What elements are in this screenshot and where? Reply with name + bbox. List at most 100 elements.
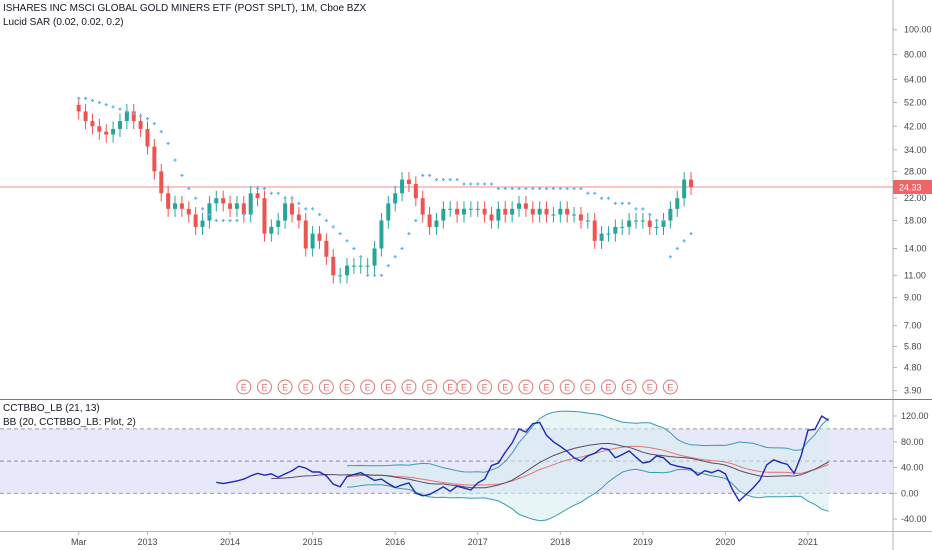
sar-point bbox=[427, 173, 432, 178]
earnings-circle bbox=[256, 379, 272, 395]
candle-body bbox=[228, 203, 233, 209]
time-tick-label: 2021 bbox=[798, 537, 818, 547]
earnings-circle bbox=[422, 379, 438, 395]
sar-point bbox=[200, 207, 205, 211]
osc-tick-label: 120.00 bbox=[901, 411, 929, 421]
candle-body bbox=[517, 203, 522, 209]
earnings-circle bbox=[456, 379, 472, 395]
candle-body bbox=[661, 220, 666, 227]
candle-body bbox=[496, 208, 501, 221]
candle-body bbox=[599, 233, 604, 241]
sar-point bbox=[311, 207, 315, 211]
price-tick-label: 28.00 bbox=[904, 166, 927, 176]
earnings-marker: E bbox=[339, 379, 355, 395]
sar-point bbox=[97, 100, 101, 105]
earnings-circle bbox=[360, 379, 376, 395]
earnings-marker: E bbox=[298, 379, 314, 395]
candle-body bbox=[475, 208, 480, 210]
earnings-circle bbox=[277, 379, 293, 395]
sar-point bbox=[682, 239, 686, 243]
earnings-circle bbox=[642, 379, 658, 395]
candle-body bbox=[255, 193, 260, 199]
earnings-marker: E bbox=[662, 379, 678, 395]
earnings-marker: E bbox=[580, 379, 596, 395]
candle-body bbox=[289, 203, 294, 215]
earnings-marker: E bbox=[518, 379, 534, 395]
earnings-marker: E bbox=[256, 379, 272, 395]
candle-body bbox=[489, 214, 494, 221]
candle-body bbox=[427, 214, 432, 227]
earnings-label: E bbox=[523, 383, 529, 393]
earnings-marker: E bbox=[360, 379, 376, 395]
time-tick-label: 2014 bbox=[220, 537, 240, 547]
candle-body bbox=[97, 126, 102, 132]
sar-point bbox=[297, 201, 301, 205]
sar-point bbox=[345, 239, 349, 243]
candle-body bbox=[682, 179, 687, 199]
earnings-circle bbox=[559, 379, 575, 395]
sar-point bbox=[496, 186, 500, 191]
candle-body bbox=[530, 208, 535, 215]
candle-body bbox=[613, 226, 618, 234]
sar-point bbox=[352, 246, 356, 251]
sar-point bbox=[324, 218, 328, 223]
earnings-marker: E bbox=[318, 379, 334, 395]
sar-point bbox=[83, 96, 88, 100]
price-tick-label: 14.00 bbox=[904, 244, 927, 254]
candle-body bbox=[578, 214, 583, 221]
candle-body bbox=[620, 226, 625, 228]
candle-body bbox=[448, 208, 453, 210]
bb-fill bbox=[347, 411, 829, 521]
sar-point bbox=[620, 201, 624, 205]
candle-body bbox=[296, 214, 301, 221]
sar-point bbox=[572, 186, 576, 191]
candle-body bbox=[468, 208, 473, 210]
candle-body bbox=[338, 275, 343, 277]
sar-point bbox=[159, 130, 163, 134]
earnings-label: E bbox=[344, 383, 350, 393]
sar-point bbox=[290, 196, 294, 200]
sar-point bbox=[462, 182, 466, 186]
candle-body bbox=[207, 203, 212, 221]
earnings-marker: E bbox=[442, 379, 458, 395]
time-tick-label: 2019 bbox=[633, 537, 653, 547]
sar-point bbox=[593, 191, 597, 195]
candle-body bbox=[413, 183, 418, 199]
sar-point bbox=[407, 232, 411, 236]
candle-body bbox=[111, 128, 116, 135]
candle-body bbox=[317, 233, 322, 241]
sub-legend-line1: CCTBBO_LB (21, 13) bbox=[3, 403, 100, 414]
sar-point bbox=[455, 178, 459, 182]
sar-point bbox=[152, 122, 156, 126]
sub-legend-line2: BB (20, CCTBBO_LB: Plot, 2) bbox=[3, 417, 136, 428]
sar-point bbox=[187, 186, 191, 191]
sar-point bbox=[255, 186, 260, 191]
sar-point bbox=[469, 182, 473, 186]
earnings-circle bbox=[477, 379, 493, 395]
earnings-label: E bbox=[647, 383, 653, 393]
candle-body bbox=[310, 233, 315, 249]
sar-point bbox=[613, 201, 617, 205]
candle-body bbox=[90, 121, 95, 127]
time-tick-label: 2013 bbox=[137, 537, 157, 547]
sar-point bbox=[145, 116, 150, 121]
sar-point bbox=[661, 218, 666, 223]
sar-point bbox=[531, 186, 535, 191]
price-tick-label: 80.00 bbox=[904, 50, 927, 60]
sar-point bbox=[228, 218, 232, 223]
earnings-marker: E bbox=[422, 379, 438, 395]
candle-body bbox=[152, 146, 157, 172]
earnings-label: E bbox=[482, 383, 488, 393]
candle-body bbox=[365, 265, 370, 267]
candle-body bbox=[351, 265, 356, 267]
sar-point bbox=[207, 212, 212, 217]
sar-point bbox=[544, 186, 549, 191]
candle-body bbox=[606, 233, 611, 235]
sar-point bbox=[558, 186, 562, 191]
candle-body bbox=[145, 128, 150, 147]
candle-body bbox=[379, 220, 384, 249]
sar-point bbox=[400, 246, 404, 251]
oscillator-pane[interactable] bbox=[0, 410, 893, 522]
earnings-label: E bbox=[427, 383, 433, 393]
